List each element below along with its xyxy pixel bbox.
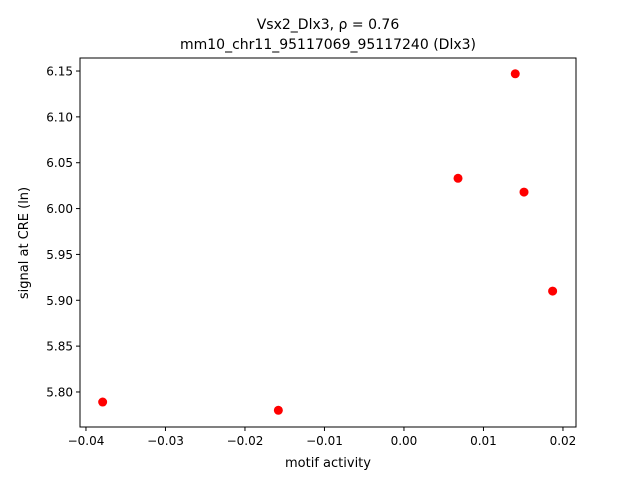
y-tick-label: 6.00 [46, 202, 73, 216]
plot-frame [79, 57, 577, 428]
data-point [510, 69, 520, 79]
x-axis-label: motif activity [285, 456, 371, 471]
x-tick-label: −0.02 [227, 434, 264, 448]
y-tick-label: 6.15 [46, 65, 73, 79]
x-tick-label: −0.01 [306, 434, 343, 448]
data-point [519, 187, 529, 197]
y-tick-label: 6.05 [46, 156, 73, 170]
x-tick-label: 0.00 [391, 434, 418, 448]
y-tick-label: 5.90 [46, 294, 73, 308]
y-tick-label: 6.10 [46, 110, 73, 124]
chart-title-line1: Vsx2_Dlx3, ρ = 0.76 [257, 17, 400, 33]
y-tick-label: 5.95 [46, 248, 73, 262]
y-tick-label: 5.80 [46, 385, 73, 399]
x-axis: −0.04 −0.03 −0.02 −0.01 0.00 0.01 0.02 [68, 427, 577, 448]
data-point [453, 173, 463, 183]
chart-title-line2: mm10_chr11_95117069_95117240 (Dlx3) [180, 37, 476, 53]
data-points [98, 69, 558, 415]
x-tick-label: −0.03 [147, 434, 184, 448]
data-point [548, 286, 558, 296]
x-tick-label: −0.04 [68, 434, 105, 448]
x-tick-label: 0.01 [470, 434, 497, 448]
x-tick-label: 0.02 [550, 434, 577, 448]
y-axis-label: signal at CRE (ln) [17, 187, 32, 299]
data-point [273, 405, 283, 415]
data-point [98, 397, 108, 407]
y-axis: 5.80 5.85 5.90 5.95 6.00 6.05 6.10 6.15 [46, 65, 80, 399]
y-tick-label: 5.85 [46, 340, 73, 354]
